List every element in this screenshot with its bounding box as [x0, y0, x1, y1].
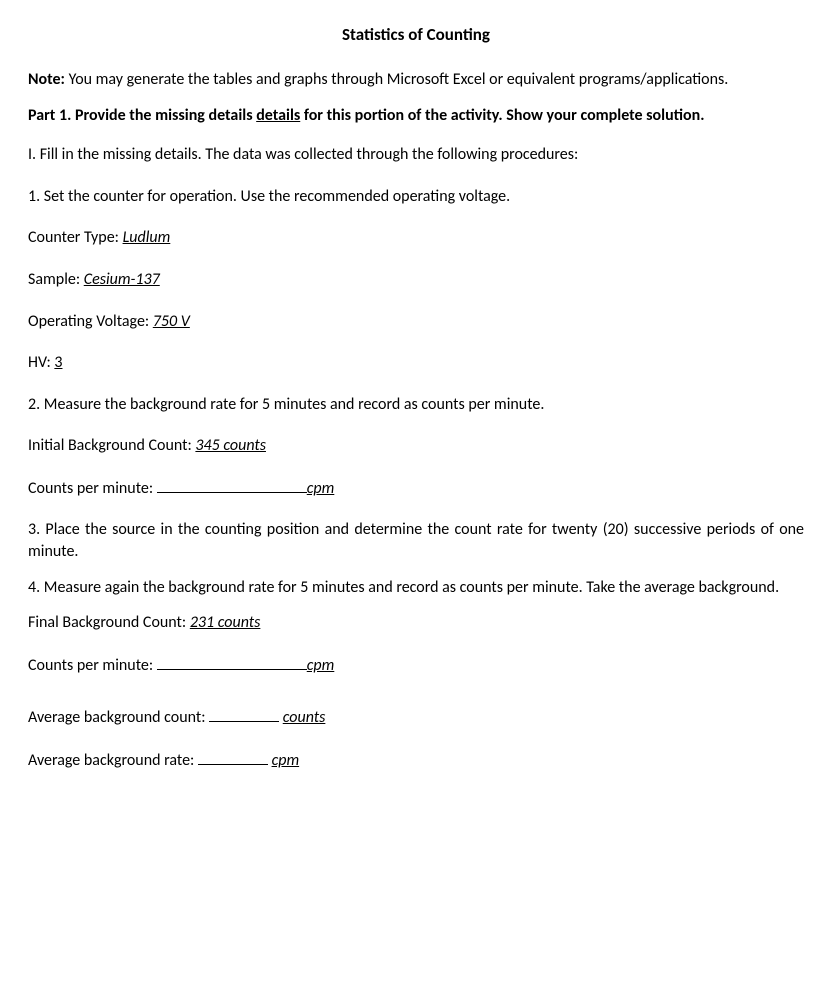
note-text: You may generate the tables and graphs t… — [65, 70, 728, 89]
initial-bg-value: 345 counts — [195, 436, 266, 455]
cpm-blank-1 — [157, 477, 307, 493]
cpm-unit-1: cpm — [307, 478, 335, 500]
avg-rate-blank — [198, 749, 268, 765]
hv-label: HV: — [28, 353, 54, 372]
cpm-blank-2 — [157, 654, 307, 670]
section-i-intro: I. Fill in the missing details. The data… — [28, 144, 804, 166]
final-bg-value: 231 counts — [190, 613, 261, 632]
counts-unit: counts — [283, 708, 326, 727]
voltage-line: Operating Voltage: 750 V — [28, 311, 804, 333]
counter-type-label: Counter Type: — [28, 228, 123, 247]
avg-count-blank — [209, 706, 279, 722]
voltage-label: Operating Voltage: — [28, 312, 153, 331]
step-3: 3. Place the source in the counting posi… — [28, 519, 804, 562]
avg-count-line: Average background count: counts — [28, 706, 804, 729]
cpm-unit-3: cpm — [272, 750, 300, 772]
cpm-line-2: Counts per minute: cpm — [28, 654, 804, 677]
note-paragraph: Note: You may generate the tables and gr… — [28, 69, 804, 91]
final-bg-line: Final Background Count: 231 counts — [28, 612, 804, 634]
cpm-label-2: Counts per minute: — [28, 656, 157, 675]
cpm-unit-2: cpm — [307, 655, 335, 677]
part1-heading: Part 1. Provide the missing details deta… — [28, 105, 804, 127]
step-1: 1. Set the counter for operation. Use th… — [28, 186, 804, 208]
final-bg-label: Final Background Count: — [28, 613, 190, 632]
step-4: 4. Measure again the background rate for… — [28, 577, 804, 599]
step-2: 2. Measure the background rate for 5 min… — [28, 394, 804, 416]
avg-rate-line: Average background rate: cpm — [28, 749, 804, 772]
sample-line: Sample: Cesium-137 — [28, 269, 804, 291]
counter-type-line: Counter Type: Ludlum — [28, 227, 804, 249]
avg-rate-label: Average background rate: — [28, 751, 198, 770]
part1-suffix: for this portion of the activity. Show y… — [300, 106, 704, 125]
initial-bg-line: Initial Background Count: 345 counts — [28, 435, 804, 457]
part1-prefix: Part 1. Provide the missing details — [28, 106, 256, 125]
note-label: Note: — [28, 70, 65, 89]
cpm-line-1: Counts per minute: cpm — [28, 477, 804, 500]
hv-value: 3 — [54, 353, 62, 372]
page-title: Statistics of Counting — [28, 24, 804, 47]
initial-bg-label: Initial Background Count: — [28, 436, 195, 455]
sample-value: Cesium-137 — [84, 270, 160, 289]
part1-details-duplicate: details — [256, 105, 300, 127]
cpm-label-1: Counts per minute: — [28, 479, 157, 498]
avg-count-label: Average background count: — [28, 708, 209, 727]
sample-label: Sample: — [28, 270, 84, 289]
voltage-value: 750 V — [153, 312, 190, 331]
counter-type-value: Ludlum — [123, 228, 171, 247]
hv-line: HV: 3 — [28, 352, 804, 374]
